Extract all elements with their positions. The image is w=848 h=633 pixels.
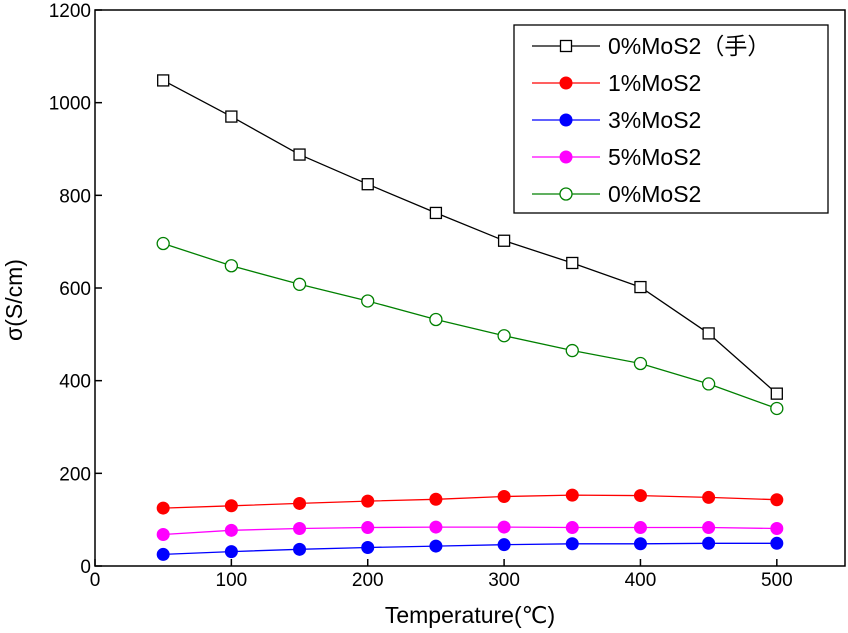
- data-point: [429, 206, 443, 220]
- series-4: [156, 520, 784, 541]
- data-point: [565, 343, 579, 358]
- legend-marker: [559, 150, 573, 164]
- series-5: [156, 236, 784, 416]
- x-tick-label: 300: [488, 570, 520, 591]
- data-point: [497, 490, 511, 503]
- data-point: [565, 521, 579, 535]
- data-point: [497, 520, 511, 534]
- axis-ticks: 0 100 200 300 400 500 0 200 400 600 800 1000 1200: [49, 1, 793, 591]
- data-point: [156, 547, 170, 561]
- x-tick-label: 0: [90, 570, 101, 591]
- data-point: [633, 537, 647, 551]
- legend-label: 3%MoS2: [608, 107, 701, 133]
- data-point: [566, 256, 579, 270]
- legend-entry: 1%MoS2: [532, 70, 701, 96]
- data-point: [770, 493, 784, 507]
- x-tick-label: 200: [352, 570, 384, 591]
- legend-label: 0%MoS2: [608, 181, 701, 207]
- y-tick-label: 1200: [49, 1, 91, 22]
- legend-entry: 3%MoS2: [532, 107, 701, 133]
- data-point: [156, 527, 170, 541]
- legend-entry: 5%MoS2: [532, 144, 701, 170]
- data-point: [565, 488, 579, 502]
- data-point: [702, 536, 716, 550]
- y-tick-label: 600: [59, 279, 91, 300]
- series-1: [157, 74, 783, 400]
- series-layer: [156, 74, 784, 561]
- series-line: [163, 494, 777, 509]
- legend-label: 1%MoS2: [608, 70, 701, 96]
- data-point: [429, 492, 443, 506]
- data-point: [633, 356, 648, 371]
- data-point: [633, 521, 647, 535]
- data-point: [497, 329, 511, 343]
- data-point: [702, 521, 716, 535]
- y-axis-title: σ(S/cm): [1, 259, 27, 341]
- data-point: [293, 148, 306, 161]
- data-point: [565, 537, 579, 551]
- data-point: [497, 538, 511, 552]
- series-3: [156, 536, 784, 561]
- legend-marker: [559, 113, 573, 127]
- legend-label: 0%MoS2（手）: [608, 33, 770, 59]
- series-2: [156, 488, 784, 515]
- legend: 0%MoS2（手） 1%MoS2 3%MoS2 5%MoS2 0%MoS2: [513, 24, 829, 214]
- x-tick-label: 400: [625, 570, 657, 591]
- data-point: [224, 499, 238, 513]
- data-point: [224, 523, 238, 537]
- data-point: [224, 545, 238, 559]
- data-point: [293, 496, 307, 510]
- data-point: [429, 312, 443, 327]
- data-point: [361, 178, 374, 191]
- data-point: [293, 521, 307, 535]
- data-point: [770, 536, 784, 550]
- y-tick-label: 800: [59, 186, 91, 207]
- data-point: [361, 521, 375, 535]
- y-tick-label: 0: [80, 557, 91, 578]
- series-line: [162, 79, 778, 395]
- legend-marker: [559, 76, 573, 90]
- data-point: [361, 494, 375, 508]
- x-tick-label: 500: [761, 570, 793, 591]
- data-point: [156, 501, 170, 515]
- data-point: [770, 521, 784, 535]
- series-line: [162, 242, 778, 410]
- data-point: [224, 259, 239, 273]
- data-point: [770, 401, 784, 416]
- data-point: [429, 520, 443, 534]
- y-tick-label: 1000: [49, 94, 91, 115]
- x-tick-label: 100: [216, 570, 248, 591]
- legend-label: 5%MoS2: [608, 144, 701, 170]
- data-point: [361, 540, 375, 554]
- x-axis-title: Temperature(℃): [385, 602, 555, 628]
- data-point: [702, 327, 715, 340]
- data-point: [157, 74, 170, 87]
- y-tick-label: 400: [59, 372, 91, 393]
- data-point: [701, 377, 716, 391]
- data-point: [770, 387, 783, 400]
- series-line: [163, 526, 777, 536]
- legend-marker: [559, 39, 573, 53]
- series-line: [163, 542, 777, 556]
- data-point: [292, 277, 307, 291]
- data-point: [497, 234, 511, 247]
- legend-entry: 0%MoS2（手）: [532, 33, 770, 59]
- data-point: [361, 294, 375, 308]
- data-point: [156, 236, 170, 251]
- data-point: [225, 110, 238, 123]
- data-point: [429, 539, 443, 553]
- data-point: [634, 280, 647, 294]
- data-point: [702, 490, 716, 504]
- data-point: [633, 489, 647, 503]
- legend-entry: 0%MoS2: [532, 181, 701, 207]
- data-point: [293, 542, 307, 556]
- y-tick-label: 200: [59, 464, 91, 485]
- legend-marker: [559, 187, 573, 201]
